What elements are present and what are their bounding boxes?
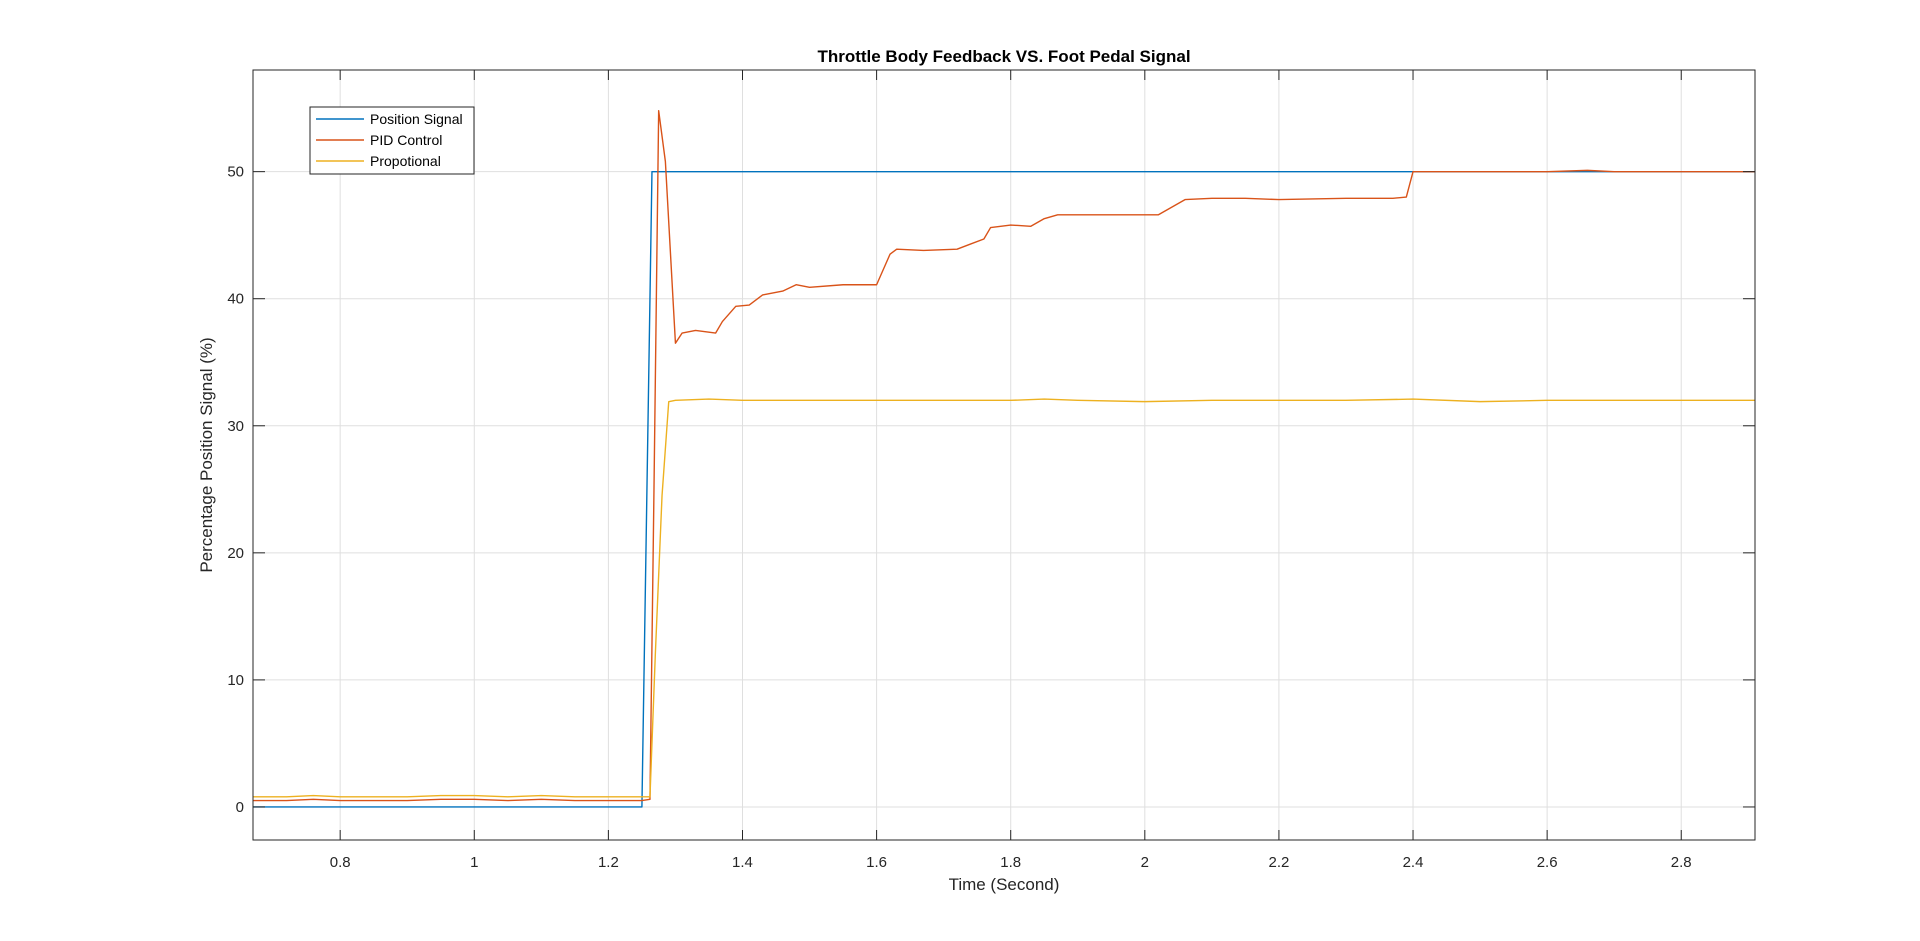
x-tick-label: 2.8	[1671, 854, 1692, 871]
x-tick-label: 2.6	[1537, 854, 1558, 871]
plot-area	[253, 70, 1755, 840]
x-axis-label: Time (Second)	[949, 875, 1060, 894]
series-line-propotional	[253, 398, 1755, 798]
x-tick-label: 1.6	[866, 854, 887, 871]
x-tick-label: 1.8	[1000, 854, 1021, 871]
series-line-pid-control	[253, 109, 1755, 802]
y-axis-label: Percentage Position Signal (%)	[197, 337, 216, 572]
y-tick-label: 20	[227, 545, 244, 562]
x-tick-label: 0.8	[330, 854, 351, 871]
plot-border	[252, 69, 1756, 841]
y-tick-label: 40	[227, 291, 244, 308]
y-tick-label: 10	[227, 672, 244, 689]
legend-label: PID Control	[370, 132, 442, 148]
legend-label: Position Signal	[370, 111, 463, 127]
x-tick-label: 1.2	[598, 854, 619, 871]
x-tick-label: 2	[1141, 854, 1149, 871]
legend: Position Signal PID Control Propotional	[309, 106, 475, 175]
x-tick-label: 2.2	[1268, 854, 1289, 871]
series-group	[253, 109, 1755, 808]
x-tick-label: 1.4	[732, 854, 753, 871]
y-tick-label: 50	[227, 164, 244, 181]
grid	[253, 70, 1755, 840]
tick-labels: 0.8 1 1.2 1.4 1.6 1.8 2 2.2 2.4 2.6 2.8 0 10 20 30 40 50	[227, 164, 1691, 871]
series-line-position-signal	[253, 170, 1755, 808]
y-tick-label: 0	[236, 799, 244, 816]
y-tick-label: 30	[227, 418, 244, 435]
chart-title: Throttle Body Feedback VS. Foot Pedal Si…	[817, 47, 1190, 66]
ticks	[253, 70, 1755, 840]
legend-label: Propotional	[370, 153, 441, 169]
x-tick-label: 1	[470, 854, 478, 871]
x-tick-label: 2.4	[1403, 854, 1424, 871]
